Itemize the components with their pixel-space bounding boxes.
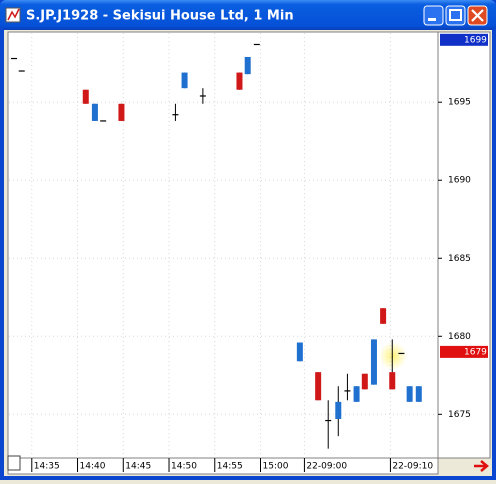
candle-body [353,386,360,402]
x-tick-label: 22-09:10 [392,462,433,472]
candle-body [181,72,188,89]
candle-body [415,386,422,402]
candle-body [296,342,303,362]
scroll-box[interactable] [7,455,21,471]
app-icon [5,7,21,23]
candle-body [380,308,387,324]
x-tick-label: 14:55 [217,462,243,472]
price-label: 1679 [464,347,487,357]
close-button[interactable] [467,5,488,26]
plot-area [7,31,439,459]
x-tick-label: 14:40 [80,462,106,472]
price-label-box [440,33,488,46]
x-tick-label: 14:50 [171,462,197,472]
candle-body [244,56,251,75]
candle-body [406,386,413,402]
maximize-button[interactable] [445,5,466,26]
y-axis-panel [437,31,491,459]
x-tick-label: 14:35 [34,462,60,472]
cursor-highlight [379,342,407,370]
window-title: S.JP.J1928 - Sekisui House Ltd, 1 Min [26,9,294,24]
candle-body [335,401,342,419]
minimize-button[interactable] [423,5,444,26]
price-label-box [440,345,488,358]
x-tick-label: 22-09:00 [306,462,347,472]
candle-body [389,372,396,390]
candle-body [236,72,243,90]
title-bar [0,0,496,30]
y-tick-label: 1685 [448,254,471,264]
candle-body [82,89,89,104]
candle-body [361,373,368,390]
candle-body [315,372,322,401]
scroll-arrow[interactable] [474,460,489,472]
candle-body [118,103,125,121]
price-label: 1699 [464,35,487,45]
y-tick-label: 1680 [448,332,471,342]
candle-body [370,339,377,385]
y-tick-label: 1675 [448,410,471,420]
x-tick-label: 15:00 [263,462,289,472]
y-tick-label: 1695 [448,98,471,108]
x-tick-label: 14:45 [125,462,151,472]
y-tick-label: 1690 [448,176,471,186]
candle-body [91,103,98,121]
